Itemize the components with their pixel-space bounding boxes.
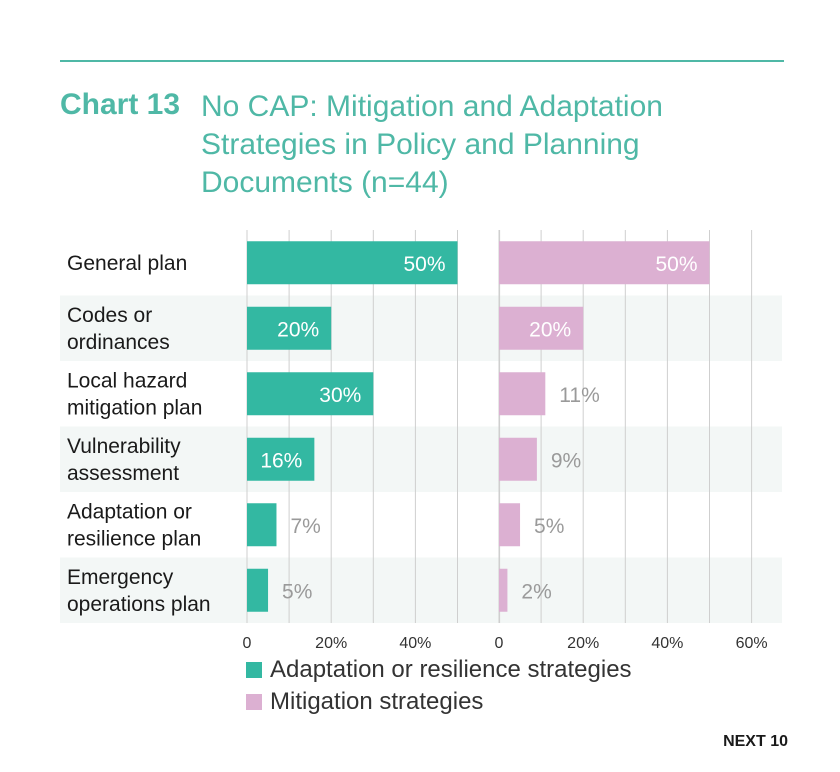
category-label: operations plan — [67, 593, 211, 616]
x-tick-label: 20% — [315, 635, 347, 652]
row-stripe — [60, 426, 782, 492]
adaptation-data-label: 20% — [277, 318, 319, 341]
mitigation-bar — [499, 372, 546, 416]
mitigation-data-label: 20% — [529, 318, 571, 341]
mitigation-data-label: 50% — [655, 253, 697, 276]
legend-item-adaptation: Adaptation or resilience strategies — [246, 654, 632, 686]
mitigation-data-label: 2% — [521, 580, 551, 603]
mitigation-bar — [499, 241, 710, 285]
chart-number: Chart 13 — [60, 88, 181, 121]
mitigation-bar — [499, 437, 537, 481]
category-label: Codes or — [67, 304, 152, 327]
adaptation-bar — [247, 372, 374, 416]
mitigation-bar — [499, 568, 508, 612]
adaptation-bar — [247, 503, 277, 547]
adaptation-data-label: 5% — [282, 580, 312, 603]
mitigation-data-label: 9% — [551, 449, 581, 472]
category-label: Vulnerability — [67, 435, 181, 458]
adaptation-bar — [247, 568, 269, 612]
row-stripe — [60, 557, 782, 623]
category-label: mitigation plan — [67, 396, 202, 419]
x-tick-label: 20% — [567, 635, 599, 652]
category-label: ordinances — [67, 331, 170, 354]
category-label: Adaptation or — [67, 500, 192, 523]
x-tick-label: 60% — [736, 635, 768, 652]
legend-item-mitigation: Mitigation strategies — [246, 686, 632, 718]
category-label: resilience plan — [67, 527, 201, 550]
category-label: assessment — [67, 462, 179, 485]
mitigation-bar — [499, 503, 521, 547]
category-label: Local hazard — [67, 369, 187, 392]
mitigation-data-label: 11% — [559, 384, 599, 407]
adaptation-data-label: 50% — [403, 253, 445, 276]
x-tick-label: 40% — [399, 635, 431, 652]
legend: Adaptation or resilience strategies Miti… — [246, 654, 632, 718]
legend-label-mitigation: Mitigation strategies — [270, 688, 484, 715]
adaptation-data-label: 16% — [260, 449, 302, 472]
mitigation-bar — [499, 306, 584, 350]
legend-swatch-adaptation — [246, 662, 262, 678]
x-tick-label: 0 — [243, 635, 252, 652]
adaptation-data-label: 30% — [319, 384, 361, 407]
adaptation-bar — [247, 241, 458, 285]
row-stripe — [60, 295, 782, 361]
legend-swatch-mitigation — [246, 694, 262, 710]
adaptation-data-label: 7% — [290, 515, 320, 538]
top-rule — [60, 60, 784, 62]
category-label: General plan — [67, 252, 187, 275]
category-label: Emergency — [67, 566, 174, 589]
x-tick-label: 40% — [651, 635, 683, 652]
legend-label-adaptation: Adaptation or resilience strategies — [270, 656, 632, 683]
mitigation-data-label: 5% — [534, 515, 564, 538]
brand-footer: NEXT 10 — [723, 733, 788, 750]
x-tick-label: 0 — [495, 635, 504, 652]
chart-title: No CAP: Mitigation and Adaptation Strate… — [201, 90, 663, 199]
adaptation-bar — [247, 306, 332, 350]
adaptation-bar — [247, 437, 315, 481]
